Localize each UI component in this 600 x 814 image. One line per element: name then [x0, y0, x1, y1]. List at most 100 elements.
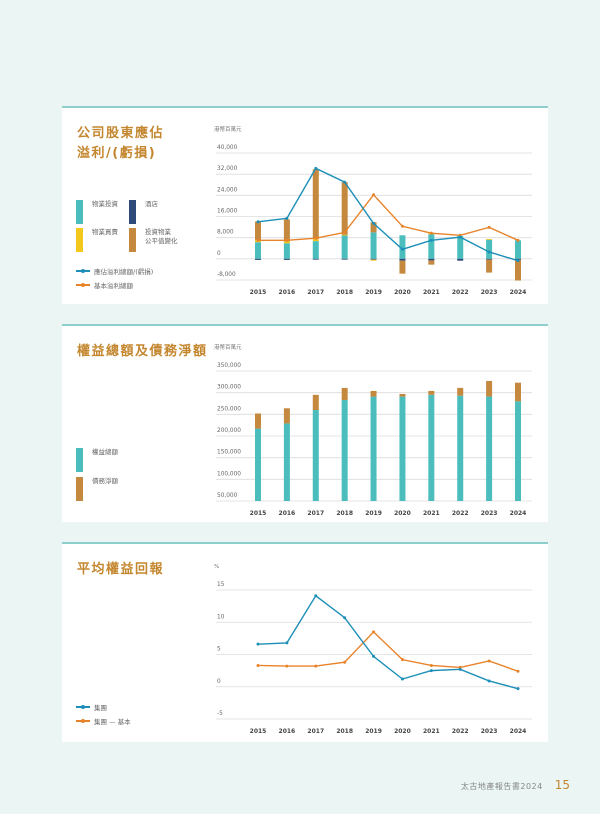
bar-segment	[312, 239, 319, 242]
unit-label: 港幣百萬元	[214, 125, 242, 133]
equity-net-debt-panel: 權益總額及債務淨額 權益總額 債務淨額	[62, 324, 548, 522]
y-tick-label: 0	[217, 251, 221, 257]
bar-equity	[428, 394, 435, 501]
bar-segment	[428, 234, 435, 259]
x-tick-label: 2018	[336, 289, 353, 296]
bar-equity	[370, 396, 377, 501]
y-tick-label: -8,000	[217, 272, 236, 278]
navy-swatch-icon	[129, 200, 136, 224]
bar-equity	[399, 396, 406, 501]
bar-segment	[457, 236, 464, 259]
blue-line-icon	[76, 705, 90, 709]
x-tick-label: 2020	[394, 289, 411, 296]
x-tick-label: 2019	[365, 289, 382, 296]
data-point	[487, 659, 491, 663]
x-tick-label: 2022	[452, 289, 469, 296]
bar-segment	[312, 258, 319, 260]
data-point	[314, 166, 318, 170]
data-point	[285, 216, 289, 220]
x-tick-label: 2020	[394, 728, 411, 735]
bar-net-debt	[312, 394, 319, 410]
x-tick-label: 2023	[481, 289, 498, 296]
legend-group-underlying: 集團 — 基本	[76, 716, 131, 726]
data-point	[400, 224, 404, 228]
x-tick-label: 2021	[423, 510, 440, 517]
data-point	[458, 667, 462, 671]
data-point	[487, 225, 491, 229]
data-point	[516, 669, 520, 673]
x-tick-label: 2021	[423, 728, 440, 735]
legend-total-equity: 權益總額	[76, 448, 118, 472]
orange-line-icon	[76, 719, 90, 723]
return-on-equity-panel: 平均權益回報 集團 集團 — 基本	[62, 542, 548, 742]
data-point	[372, 221, 376, 225]
brown-swatch-icon	[129, 228, 136, 252]
bar-net-debt	[428, 390, 435, 395]
y-tick-label: 40,000	[217, 145, 238, 151]
x-tick-label: 2022	[452, 510, 469, 517]
legend-reported-profit: 應佔溢利總額/(虧損)	[76, 266, 153, 276]
x-tick-label: 2020	[394, 510, 411, 517]
data-point	[429, 231, 433, 235]
series-line	[257, 630, 519, 672]
bar-net-debt	[486, 380, 493, 397]
bar-net-debt	[457, 387, 464, 396]
series-line	[257, 594, 519, 690]
bar-segment	[370, 232, 377, 259]
data-point	[256, 238, 260, 242]
data-point	[314, 236, 318, 240]
blue-line-icon	[76, 269, 90, 273]
data-point	[343, 660, 347, 664]
data-point	[400, 247, 404, 251]
data-point	[487, 679, 491, 683]
series-line	[257, 167, 519, 262]
unit-label: %	[214, 564, 219, 570]
y-tick-label: 32,000	[217, 166, 238, 172]
yellow-swatch-icon	[76, 228, 83, 252]
x-tick-label: 2015	[250, 728, 267, 735]
bar-segment	[486, 239, 493, 259]
x-tick-label: 2015	[250, 510, 267, 517]
profit-attributable-panel: 公司股東應佔 溢利/(虧損) 物業投資 酒店 物業買賣 投資物業 公平值變化 應…	[62, 106, 548, 304]
bar-segment	[341, 182, 348, 235]
x-tick-label: 2019	[365, 510, 382, 517]
data-point	[487, 250, 491, 254]
legend-underlying-profit: 基本溢利總額	[76, 280, 133, 290]
data-point	[256, 220, 260, 224]
bar-segment	[457, 258, 464, 261]
bar-segment	[255, 258, 261, 260]
bar-net-debt	[341, 387, 348, 401]
y-tick-label: 200,000	[217, 428, 241, 434]
bar-equity	[486, 396, 493, 501]
x-tick-label: 2018	[336, 728, 353, 735]
data-point	[314, 664, 318, 668]
bar-segment	[341, 235, 348, 259]
panel-title: 公司股東應佔 溢利/(虧損)	[77, 126, 165, 161]
x-tick-label: 2015	[250, 289, 267, 296]
bar-segment	[370, 222, 377, 233]
bar-segment	[370, 258, 377, 260]
x-tick-label: 2019	[365, 728, 382, 735]
bar-segment	[399, 258, 406, 261]
bar-segment	[399, 260, 406, 274]
series-line	[258, 193, 519, 242]
x-tick-label: 2021	[423, 289, 440, 296]
data-point	[516, 238, 520, 242]
data-point	[372, 630, 376, 634]
data-point	[256, 642, 260, 646]
chart-legend: 集團 集團 — 基本	[76, 702, 196, 732]
y-tick-label: 350,000	[217, 363, 241, 369]
x-tick-label: 2017	[307, 728, 324, 735]
x-tick-label: 2022	[452, 728, 469, 735]
bar-segment	[428, 258, 435, 261]
data-point	[429, 669, 433, 673]
y-tick-label: 8,000	[217, 230, 234, 236]
data-point	[400, 658, 404, 662]
legend-property-trading: 物業買賣	[76, 228, 118, 252]
data-point	[314, 594, 318, 598]
data-point	[372, 193, 376, 197]
data-point	[429, 238, 433, 242]
bar-segment	[283, 243, 290, 259]
